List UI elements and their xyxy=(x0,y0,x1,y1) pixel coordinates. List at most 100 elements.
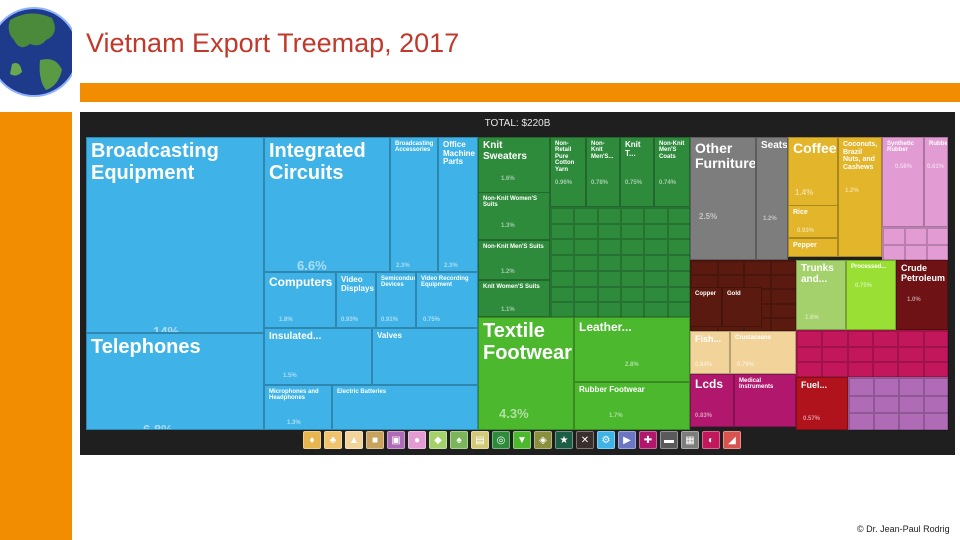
treemap-tile[interactable]: Non-Knit Men'S... 0.78% xyxy=(586,137,620,207)
treemap-tile-share: 0.61% xyxy=(927,164,945,170)
treemap-tile-label: Microphones and Headphones xyxy=(269,389,319,402)
footwear-icon[interactable]: ▼ xyxy=(513,431,531,449)
treemap-tile-label: Seats xyxy=(761,140,788,151)
treemap-tile-label: Fuel... xyxy=(801,380,828,390)
arts-antiques-icon[interactable]: ◐ xyxy=(702,431,720,449)
treemap-tile-share: 2.8% xyxy=(625,362,639,368)
treemap-minor-cell xyxy=(597,223,621,240)
treemap-tile[interactable]: Other Furniture 2.5% xyxy=(690,137,756,260)
treemap-tile[interactable]: Seats 1.2% xyxy=(756,137,788,260)
animal-hides-icon[interactable]: ◆ xyxy=(429,431,447,449)
treemap-minor-cell xyxy=(551,302,575,318)
treemap-minor-cell xyxy=(770,261,797,276)
treemap-tile[interactable]: Video Displays 0.93% xyxy=(336,272,376,328)
weapons-icon[interactable]: ▬ xyxy=(660,431,678,449)
treemap-minor-cell xyxy=(717,261,744,276)
stone-glass-icon[interactable]: ◈ xyxy=(534,431,552,449)
treemap-tile[interactable]: Rice 0.93% xyxy=(788,205,838,238)
treemap-tile[interactable]: Computers 1.8% xyxy=(264,272,336,328)
vegetable-products-icon[interactable]: ♣ xyxy=(324,431,342,449)
treemap-tile[interactable]: Non-Retail Pure Cotton Yarn 0.96% xyxy=(550,137,586,207)
treemap-tile-label: Broadcasting Equipment xyxy=(91,140,219,184)
treemap-tile[interactable]: Knit Women'S Suits 1.1% xyxy=(478,280,550,317)
treemap-minor-cell xyxy=(797,362,823,378)
treemap-tile[interactable]: Broadcasting Equipment 14% xyxy=(86,137,264,333)
treemap-tile-label: Knit Women'S Suits xyxy=(483,284,540,290)
treemap-minor-cell xyxy=(621,223,645,240)
treemap-tile[interactable]: Processed... 0.75% xyxy=(846,260,896,330)
treemap-minor-cell xyxy=(644,239,668,256)
textiles-icon[interactable]: ◎ xyxy=(492,431,510,449)
treemap-minor-cell xyxy=(849,413,874,431)
treemap-tile-label: Knit Sweaters xyxy=(483,140,527,162)
treemap-tile[interactable]: Microphones and Headphones 1.3% xyxy=(264,385,332,430)
treemap-tile[interactable]: Video Recording Equipment 0.75% xyxy=(416,272,478,328)
treemap-tile[interactable]: Non-Knit Men'S Coats 0.74% xyxy=(654,137,690,207)
treemap-tile[interactable]: Insulated... 1.5% xyxy=(264,328,372,385)
mineral-products-icon[interactable]: ■ xyxy=(366,431,384,449)
treemap-tile[interactable]: Crude Petroleum 1.0% xyxy=(896,260,948,330)
treemap-minor-cell xyxy=(770,317,797,332)
instruments-icon[interactable]: ✚ xyxy=(639,431,657,449)
treemap-tile[interactable]: Copper xyxy=(690,287,722,327)
treemap-tile[interactable]: Medical Instruments xyxy=(734,374,796,427)
treemap-tile-share: 1.4% xyxy=(795,188,814,197)
paper-goods-icon[interactable]: ▤ xyxy=(471,431,489,449)
treemap-tile[interactable]: Rubber Footwear 1.7% xyxy=(574,382,690,430)
wood-products-icon[interactable]: ♠ xyxy=(450,431,468,449)
treemap-tile-share: 0.96% xyxy=(555,180,573,186)
treemap-tile[interactable]: Crustaceans 0.79% xyxy=(730,331,796,374)
treemap-tile[interactable]: Broadcasting Accessories 2.3% xyxy=(390,137,438,272)
treemap-tile[interactable]: Textile Footwear 4.3% xyxy=(478,317,574,430)
treemap-minor-cell xyxy=(883,244,905,261)
treemap-tile-label: Crude Petroleum xyxy=(901,263,946,283)
treemap-minor-cell xyxy=(644,255,668,271)
treemap-tile[interactable]: Pepper xyxy=(788,238,838,257)
treemap-tile[interactable]: Non-Knit Women'S Suits 1.3% xyxy=(478,192,550,240)
treemap-tile-label: Rubber xyxy=(929,141,948,147)
treemap-tile[interactable]: Electric Batteries xyxy=(332,385,478,430)
treemap-tile[interactable]: Knit T... 0.75% xyxy=(620,137,654,207)
treemap-minor-cell xyxy=(822,362,848,378)
treemap-tile[interactable]: Valves xyxy=(372,328,478,385)
plastics-rubbers-icon[interactable]: ● xyxy=(408,431,426,449)
treemap-tile[interactable]: Coconuts, Brazil Nuts, and Cashews 1.2% xyxy=(838,137,882,257)
treemap-tile[interactable]: Lcds 0.83% xyxy=(690,374,734,427)
precious-metals-icon[interactable]: ★ xyxy=(555,431,573,449)
foodstuffs-icon[interactable]: ▲ xyxy=(345,431,363,449)
machines-icon[interactable]: ⚙ xyxy=(597,431,615,449)
treemap-tile-label: Knit T... xyxy=(625,140,641,158)
treemap-minor-cell xyxy=(644,286,668,303)
treemap-tile[interactable]: Integrated Circuits 6.6% xyxy=(264,137,390,272)
treemap-tile[interactable]: Synthetic Rubber 0.58% xyxy=(882,137,924,227)
treemap-minor-cell xyxy=(797,346,823,363)
treemap-tile-label: Insulated... xyxy=(269,331,322,342)
treemap-tile[interactable]: Fish... 0.84% xyxy=(690,331,730,374)
unspecified-icon[interactable]: ◢ xyxy=(723,431,741,449)
treemap-tile-share: 14% xyxy=(153,324,180,333)
treemap-minor-cell xyxy=(770,289,797,304)
transportation-icon[interactable]: ▶ xyxy=(618,431,636,449)
treemap-tile[interactable]: Fuel... 0.57% xyxy=(796,377,848,430)
treemap-minor-cell xyxy=(574,255,598,271)
treemap-tile-share: 0.91% xyxy=(381,317,399,323)
chemical-products-icon[interactable]: ▣ xyxy=(387,431,405,449)
treemap-tile-label: Crustaceans xyxy=(735,335,772,341)
animal-products-icon[interactable]: ♦ xyxy=(303,431,321,449)
treemap-tile[interactable]: Telephones 6.8% xyxy=(86,333,264,430)
treemap-minor-cell xyxy=(644,302,668,318)
treemap-tile[interactable]: Non-Knit Men'S Suits 1.2% xyxy=(478,240,550,280)
treemap-minor-cell xyxy=(551,223,575,240)
treemap-tile[interactable]: Rubber 0.61% xyxy=(924,137,948,227)
treemap-minor-cell xyxy=(923,346,949,363)
treemap-tile-label: Processed... xyxy=(851,264,887,270)
treemap-minor-cell xyxy=(873,346,899,363)
treemap-tile[interactable]: Semiconductor Devices 0.91% xyxy=(376,272,416,328)
treemap-tile[interactable]: Office Machine Parts 2.3% xyxy=(438,137,478,272)
metals-icon[interactable]: ✕ xyxy=(576,431,594,449)
treemap-tile[interactable]: Gold xyxy=(722,287,762,327)
treemap-tile[interactable]: Trunks and... 1.6% xyxy=(796,260,846,330)
miscellaneous-icon[interactable]: ▦ xyxy=(681,431,699,449)
treemap-tile-label: Telephones xyxy=(91,336,201,358)
treemap-tile[interactable]: Leather... 2.8% xyxy=(574,317,690,382)
